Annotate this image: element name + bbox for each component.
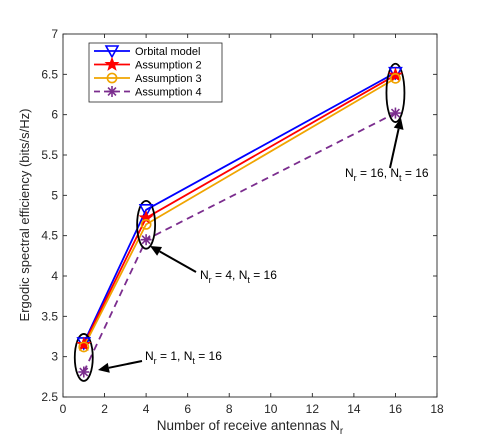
y-axis-label: Ergodic spectral efficiency (bits/s/Hz) [17, 109, 32, 322]
series-4-point [78, 366, 90, 378]
y-tick-label: 4 [51, 269, 58, 283]
legend-marker-2 [104, 56, 120, 71]
y-tick-label: 3 [51, 350, 58, 364]
series-line-1 [82, 71, 396, 344]
annotation-ellipse [136, 199, 157, 250]
annotation-label-3: Nr = 16, Nt = 16 [345, 166, 429, 183]
x-tick-label: 4 [143, 402, 150, 416]
series-markers [76, 66, 404, 378]
series-3-point [390, 72, 401, 84]
x-axis-label-main: Number of receive antennas N [157, 418, 340, 433]
x-tick-label: 8 [226, 402, 233, 416]
annotation-ellipse [385, 62, 406, 123]
y-tick-label: 5 [51, 188, 58, 202]
legend-label-3: Assumption 3 [135, 73, 202, 85]
series-4-point [140, 234, 152, 246]
x-axis-label-sub: r [340, 426, 344, 437]
annotation-arrow-3 [389, 118, 404, 169]
legend-marker-1 [104, 45, 120, 59]
annotation-label-1: Nr = 1, Nt = 16 [145, 349, 222, 366]
annotation-ellipses [73, 62, 406, 382]
x-tick-label: 10 [264, 402, 278, 416]
annotation-label-2: Nr = 4, Nt = 16 [200, 268, 277, 285]
x-tick-label: 2 [101, 402, 108, 416]
series-3-point [78, 341, 90, 353]
legend-label-1: Orbital model [135, 46, 200, 58]
x-tick-label: 12 [306, 402, 320, 416]
x-tick-label: 6 [184, 402, 191, 416]
x-tick-label: 18 [430, 402, 444, 416]
x-axis-label: Number of receive antennas Nr [157, 418, 344, 437]
annotation-arrows [98, 118, 404, 373]
series-2-point [76, 336, 92, 352]
annotation-arrow-2 [150, 246, 197, 273]
series-3-point [140, 218, 152, 230]
y-tick-label: 5.5 [41, 148, 58, 162]
legend-label-4: Assumption 4 [135, 87, 202, 99]
annotation-arrow-1 [98, 360, 143, 373]
series-2-point [138, 209, 154, 225]
series-1-point [138, 204, 154, 218]
series-4-point [389, 107, 401, 119]
y-tick-label: 3.5 [41, 309, 58, 323]
y-tick-label: 6.5 [41, 67, 58, 81]
x-tick-label: 14 [347, 402, 361, 416]
legend-marker-3 [106, 72, 118, 84]
y-tick-label: 7 [51, 27, 58, 41]
y-tick-label: 4.5 [41, 229, 58, 243]
y-tick-label: 2.5 [41, 390, 58, 404]
annotations: Nr = 1, Nt = 16 Nr = 4, Nt = 16 Nr = 16, N… [145, 166, 429, 366]
annotation-ellipse [73, 333, 94, 382]
y-tick-label: 6 [51, 108, 58, 122]
legend-marker-4 [106, 86, 118, 97]
legend-label-2: Assumption 2 [135, 60, 202, 72]
axis-ticks: 0 2 4 6 8 10 12 14 16 18 2.5 3 3.5 4 4.5 5 5.5 6 6.5 7 [41, 27, 444, 416]
x-tick-label: 0 [60, 402, 67, 416]
series-line-3 [82, 77, 396, 348]
plot-frame [62, 33, 438, 398]
x-tick-label: 16 [389, 402, 403, 416]
